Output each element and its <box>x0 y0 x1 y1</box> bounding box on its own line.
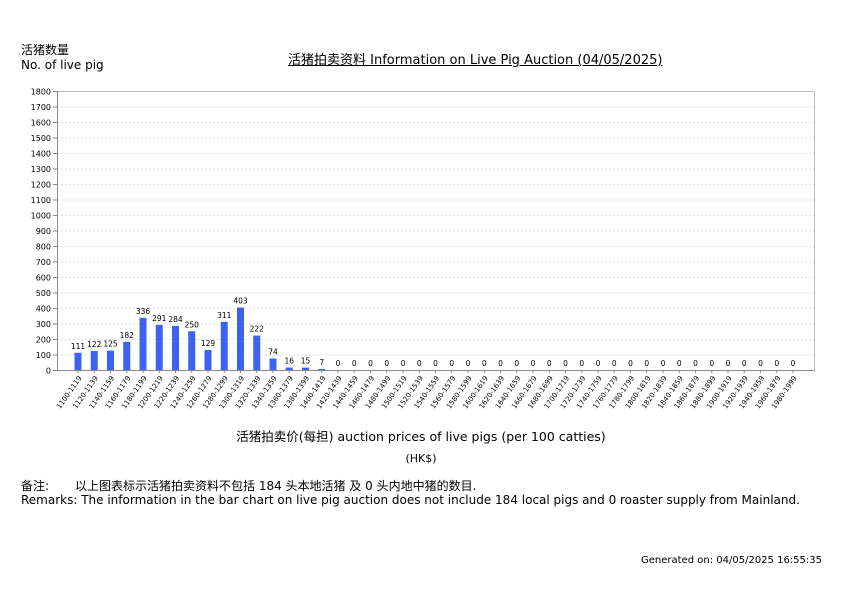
bar-value-label: 0 <box>693 359 698 368</box>
bar-value-label: 0 <box>514 359 519 368</box>
bar-value-label: 0 <box>612 359 617 368</box>
bar <box>285 367 293 370</box>
bar <box>155 324 163 370</box>
bar <box>237 307 244 370</box>
y-tick-label: 100 <box>36 351 51 360</box>
y-tick-label: 1000 <box>31 212 51 221</box>
y-tick-label: 0 <box>46 367 51 376</box>
bar-value-label: 0 <box>449 359 454 368</box>
y-tick-label: 1500 <box>31 134 51 143</box>
y-axis-ticks: 0 100 200 300 400 500 600 700 800 900 1000 1100 1200… <box>31 88 57 376</box>
chart-title: 活猪拍卖资料 Information on Live Pig Auction (… <box>288 53 663 68</box>
bar-value-label: 125 <box>103 340 118 349</box>
bar-value-label: 0 <box>531 359 536 368</box>
bar-value-label: 0 <box>482 359 487 368</box>
generated-timestamp: Generated on: 04/05/2025 16:55:35 <box>641 555 822 566</box>
bar <box>204 350 212 370</box>
plot-frame <box>57 91 815 371</box>
bar-value-label: 0 <box>498 359 503 368</box>
bar-value-label: 0 <box>758 359 763 368</box>
bar-value-label: 0 <box>644 359 649 368</box>
bar <box>107 350 114 370</box>
bar <box>172 325 179 370</box>
remark-zh-text: 以上图表标示活猪拍卖资料不包括 184 头本地活猪 及 0 头内地中猪的数目. <box>75 479 477 493</box>
bars <box>74 307 326 370</box>
y-tick-label: 1600 <box>31 119 51 128</box>
bar <box>253 335 261 370</box>
x-axis-title: 活猪拍卖价(每担) auction prices of live pigs (p… <box>236 429 606 444</box>
bar-value-label: 222 <box>250 325 265 334</box>
remark-zh-label: 备注: <box>21 479 50 493</box>
y-tick-label: 500 <box>36 289 51 298</box>
bar-value-label: 0 <box>677 359 682 368</box>
y-tick-label: 900 <box>36 227 51 236</box>
bar-value-label: 122 <box>87 340 102 349</box>
y-tick-label: 1400 <box>31 150 51 159</box>
bar <box>269 358 277 370</box>
bar-value-label: 0 <box>563 359 568 368</box>
x-axis-unit: (HK$) <box>405 452 437 465</box>
bar <box>302 367 309 370</box>
bar <box>188 331 196 370</box>
bar-value-label: 111 <box>71 342 86 351</box>
bar-value-label: 0 <box>628 359 633 368</box>
y-tick-label: 1800 <box>31 88 51 97</box>
y-tick-label: 700 <box>36 258 51 267</box>
bar-value-label: 0 <box>726 359 731 368</box>
y-tick-label: 1200 <box>31 181 51 190</box>
bar-value-label: 0 <box>466 359 471 368</box>
y-tick-label: 600 <box>36 274 51 283</box>
bar-value-label: 16 <box>284 357 294 366</box>
bar-value-label: 403 <box>233 297 248 306</box>
y-tick-label: 400 <box>36 305 51 314</box>
y-axis-label-en: No. of live pig <box>21 58 104 72</box>
bar <box>123 341 131 370</box>
bar-value-label: 291 <box>152 314 167 323</box>
y-tick-label: 1100 <box>31 196 51 205</box>
bar-value-label: 250 <box>185 320 200 329</box>
bar-value-label: 0 <box>742 359 747 368</box>
bar-value-label: 0 <box>661 359 666 368</box>
y-tick-label: 300 <box>36 320 51 329</box>
bar <box>74 352 82 370</box>
bar-value-label: 0 <box>579 359 584 368</box>
bar-value-label: 7 <box>319 358 324 367</box>
bar-value-label: 0 <box>791 359 796 368</box>
bar-value-label: 311 <box>217 311 232 320</box>
bar-value-label: 74 <box>268 348 278 357</box>
bar-value-label: 0 <box>596 359 601 368</box>
bar-value-label: 15 <box>301 357 311 366</box>
bar-value-label: 0 <box>547 359 552 368</box>
y-axis-label-zh: 活猪数量 <box>21 43 70 57</box>
y-tick-label: 800 <box>36 243 51 252</box>
y-tick-label: 1700 <box>31 103 51 112</box>
bar-value-label: 0 <box>352 359 357 368</box>
bar-value-label: 0 <box>774 359 779 368</box>
bar-value-label: 336 <box>136 307 151 316</box>
bar <box>90 351 98 370</box>
remark-zh: 备注: 以上图表标示活猪拍卖资料不包括 184 头本地活猪 及 0 头内地中猪的数… <box>21 477 476 494</box>
bar <box>318 368 326 370</box>
bar-value-label: 182 <box>120 331 135 340</box>
bar <box>139 317 147 370</box>
remark-en: Remarks: The information in the bar char… <box>21 493 800 507</box>
bar-value-label: 0 <box>417 359 422 368</box>
y-tick-label: 1300 <box>31 165 51 174</box>
bar-value-label: 0 <box>709 359 714 368</box>
bar-value-label: 0 <box>401 359 406 368</box>
x-axis-ticks: 1100-11191120-11391140-11591160-11791180… <box>55 370 799 410</box>
bar-value-label: 0 <box>336 359 341 368</box>
bar-value-label: 129 <box>201 339 216 348</box>
y-tick-label: 200 <box>36 336 51 345</box>
bar <box>220 321 228 370</box>
bar-value-label: 0 <box>384 359 389 368</box>
bar-value-label: 0 <box>433 359 438 368</box>
bar-value-label: 0 <box>368 359 373 368</box>
bar-value-label: 284 <box>168 315 183 324</box>
